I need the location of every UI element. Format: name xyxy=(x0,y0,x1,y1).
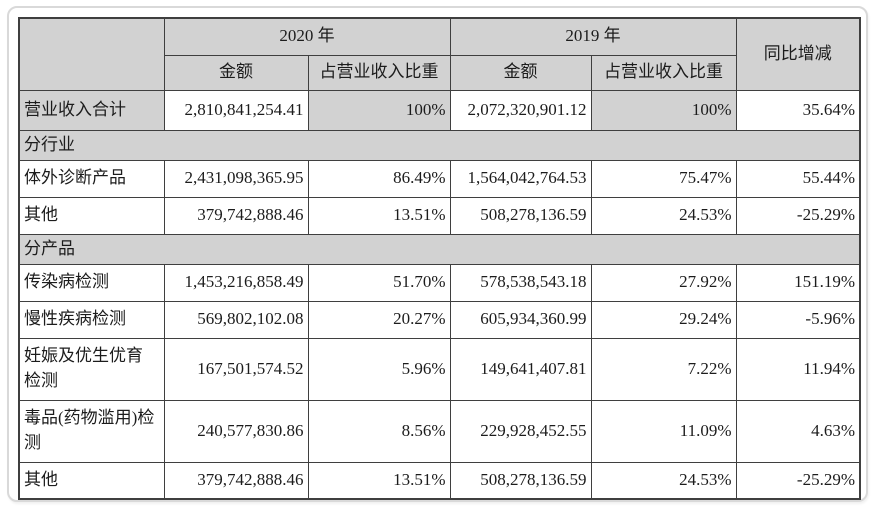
header-row-years: 2020 年 2019 年 同比增减 xyxy=(18,17,861,91)
proportion-2020-cell: 86.49% xyxy=(307,159,451,198)
proportion-2020-cell: 13.51% xyxy=(307,196,451,235)
amount-2019-cell: 605,934,360.99 xyxy=(449,300,592,339)
proportion-2019-cell: 75.47% xyxy=(590,159,737,198)
section-label: 分产品 xyxy=(18,233,861,265)
proportion-2020-cell: 5.96% xyxy=(307,337,451,401)
table-row-chronic-disease: 慢性疾病检测 569,802,102.08 20.27% 605,934,360… xyxy=(18,300,861,339)
row-label: 传染病检测 xyxy=(18,263,165,302)
row-label: 毒品(药物滥用)检测 xyxy=(18,399,165,463)
yoy-cell: 4.63% xyxy=(735,399,861,463)
table-row-drug-abuse: 毒品(药物滥用)检测 240,577,830.86 8.56% 229,928,… xyxy=(18,399,861,463)
proportion-2019-cell: 11.09% xyxy=(590,399,737,463)
amount-2019-cell: 578,538,543.18 xyxy=(449,263,592,302)
table-row-pregnancy-eugenics: 妊娠及优生优育检测 167,501,574.52 5.96% 149,641,4… xyxy=(18,337,861,401)
report-card: 2020 年 2019 年 同比增减 金额 占营业收入比重 金额 占营业收入比重… xyxy=(7,6,868,502)
amount-2019-cell: 149,641,407.81 xyxy=(449,337,592,401)
revenue-breakdown-table: 2020 年 2019 年 同比增减 金额 占营业收入比重 金额 占营业收入比重… xyxy=(18,17,861,500)
proportion-2020-cell: 100% xyxy=(307,89,451,131)
amount-2019-cell: 1,564,042,764.53 xyxy=(449,159,592,198)
proportion-2019-header: 占营业收入比重 xyxy=(590,54,737,91)
section-label: 分行业 xyxy=(18,129,861,161)
proportion-2020-cell: 20.27% xyxy=(307,300,451,339)
proportion-2019-cell: 24.53% xyxy=(590,196,737,235)
yoy-cell: 11.94% xyxy=(735,337,861,401)
amount-2019-header: 金额 xyxy=(449,54,592,91)
proportion-2020-cell: 8.56% xyxy=(307,399,451,463)
yoy-cell: 35.64% xyxy=(735,89,861,131)
year-2019-header: 2019 年 xyxy=(449,17,737,56)
yoy-cell: -25.29% xyxy=(735,196,861,235)
table-row-infectious-disease: 传染病检测 1,453,216,858.49 51.70% 578,538,54… xyxy=(18,263,861,302)
proportion-2019-cell: 7.22% xyxy=(590,337,737,401)
amount-2019-cell: 2,072,320,901.12 xyxy=(449,89,592,131)
row-label: 体外诊断产品 xyxy=(18,159,165,198)
row-label: 营业收入合计 xyxy=(18,89,165,131)
yoy-cell: 55.44% xyxy=(735,159,861,198)
amount-2020-cell: 167,501,574.52 xyxy=(163,337,309,401)
amount-2019-cell: 229,928,452.55 xyxy=(449,399,592,463)
proportion-2019-cell: 29.24% xyxy=(590,300,737,339)
amount-2020-cell: 2,810,841,254.41 xyxy=(163,89,309,131)
row-label: 慢性疾病检测 xyxy=(18,300,165,339)
table-row-industry-other: 其他 379,742,888.46 13.51% 508,278,136.59 … xyxy=(18,196,861,235)
yoy-cell: 151.19% xyxy=(735,263,861,302)
table-row-product-other: 其他 379,742,888.46 13.51% 508,278,136.59 … xyxy=(18,461,861,500)
table-row-total-revenue: 营业收入合计 2,810,841,254.41 100% 2,072,320,9… xyxy=(18,89,861,131)
yoy-cell: -5.96% xyxy=(735,300,861,339)
proportion-2020-cell: 51.70% xyxy=(307,263,451,302)
proportion-2019-cell: 24.53% xyxy=(590,461,737,500)
amount-2020-cell: 240,577,830.86 xyxy=(163,399,309,463)
yoy-cell: -25.29% xyxy=(735,461,861,500)
yoy-header: 同比增减 xyxy=(735,17,861,91)
row-label: 其他 xyxy=(18,461,165,500)
amount-2020-cell: 1,453,216,858.49 xyxy=(163,263,309,302)
section-row-by-product: 分产品 xyxy=(18,233,861,265)
header-row-measures: 金额 占营业收入比重 金额 占营业收入比重 xyxy=(19,54,860,91)
amount-2020-header: 金额 xyxy=(163,54,309,91)
year-2020-header: 2020 年 xyxy=(163,17,451,56)
amount-2020-cell: 2,431,098,365.95 xyxy=(163,159,309,198)
proportion-2020-cell: 13.51% xyxy=(307,461,451,500)
proportion-2019-cell: 100% xyxy=(590,89,737,131)
amount-2019-cell: 508,278,136.59 xyxy=(449,461,592,500)
row-label: 其他 xyxy=(18,196,165,235)
row-label: 妊娠及优生优育检测 xyxy=(18,337,165,401)
amount-2020-cell: 569,802,102.08 xyxy=(163,300,309,339)
proportion-2019-cell: 27.92% xyxy=(590,263,737,302)
proportion-2020-header: 占营业收入比重 xyxy=(307,54,451,91)
amount-2020-cell: 379,742,888.46 xyxy=(163,196,309,235)
table-row-ivd-products: 体外诊断产品 2,431,098,365.95 86.49% 1,564,042… xyxy=(18,159,861,198)
amount-2019-cell: 508,278,136.59 xyxy=(449,196,592,235)
amount-2020-cell: 379,742,888.46 xyxy=(163,461,309,500)
corner-cell xyxy=(18,17,165,91)
section-row-by-industry: 分行业 xyxy=(18,129,861,161)
